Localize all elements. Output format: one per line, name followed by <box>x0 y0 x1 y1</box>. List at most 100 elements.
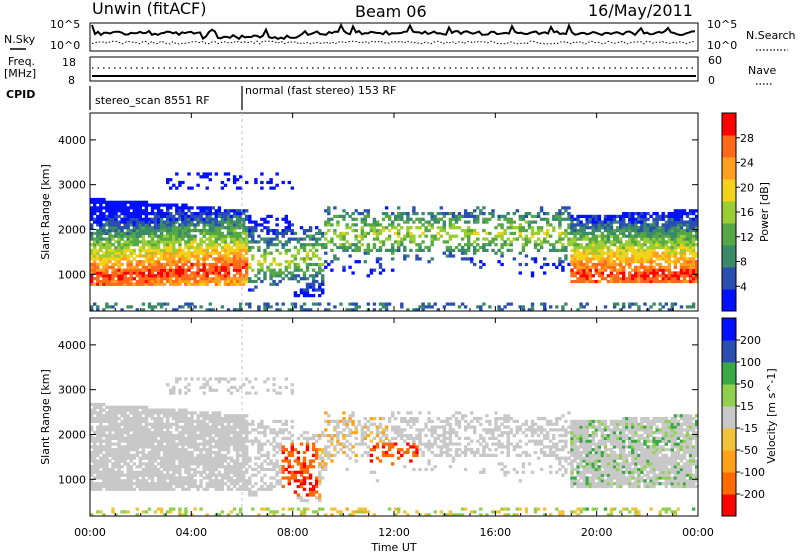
power-echo-cell <box>242 209 246 213</box>
velocity-echo-cell <box>96 453 100 457</box>
velocity-echo-cell <box>187 462 191 466</box>
velocity-echo-cell <box>108 436 112 440</box>
velocity-echo-cell <box>141 453 146 457</box>
velocity-echo-cell <box>153 465 158 469</box>
power-echo-cell <box>169 203 173 207</box>
power-echo-cell <box>217 212 222 216</box>
velocity-echo-cell <box>226 473 231 477</box>
velocity-echo-cell <box>290 445 294 449</box>
power-echo-cell <box>120 234 124 238</box>
power-echo-cell <box>688 260 693 264</box>
velocity-echo-cell <box>260 445 264 449</box>
power-echo-cell <box>643 251 647 255</box>
power-echo-cell <box>631 268 635 272</box>
power-echo-cell <box>637 245 641 250</box>
power-echo-cell <box>597 214 602 218</box>
velocity-echo-cell <box>278 448 282 452</box>
velocity-echo-cell <box>190 428 194 432</box>
power-echo-cell <box>688 231 693 235</box>
power-echo-cell <box>144 251 149 255</box>
power-echo-cell <box>600 277 605 281</box>
velocity-echo-cell <box>287 462 291 466</box>
power-echo-cell <box>673 220 678 224</box>
velocity-echo-cell <box>166 431 170 435</box>
power-echo-cell <box>260 180 264 185</box>
power-echo-cell <box>178 229 182 233</box>
power-echo-cell <box>664 220 668 224</box>
velocity-echo-cell <box>117 482 121 486</box>
power-echo-cell <box>123 209 127 213</box>
velocity-echo-cell <box>196 414 200 418</box>
velocity-echo-cell <box>135 450 139 455</box>
velocity-echo-cell <box>172 479 176 483</box>
power-echo-cell <box>357 240 361 244</box>
power-echo-cell <box>178 282 182 286</box>
velocity-echo-cell <box>229 425 234 429</box>
velocity-echo-cell <box>166 414 170 418</box>
power-echo-cell <box>691 234 696 238</box>
velocity-echo-cell <box>111 453 115 457</box>
power-echo-cell <box>159 268 164 272</box>
power-echo-cell <box>631 279 635 284</box>
power-echo-cell <box>585 277 589 281</box>
power-echo-cell <box>302 260 307 264</box>
power-echo-cell <box>609 240 614 244</box>
power-echo-cell <box>257 245 261 250</box>
velocity-echo-cell <box>223 419 228 423</box>
power-echo-cell <box>120 220 124 224</box>
power-echo-cell <box>296 262 301 267</box>
velocity-echo-cell <box>208 467 212 472</box>
power-echo-cell <box>153 248 158 252</box>
velocity-echo-cell <box>132 405 136 409</box>
power-echo-cell <box>202 265 206 269</box>
velocity-echo-cell <box>239 510 243 514</box>
power-echo-cell <box>664 251 668 255</box>
power-echo-cell <box>105 237 109 241</box>
velocity-echo-cell <box>108 434 112 438</box>
power-echo-cell <box>615 245 620 250</box>
power-echo-cell <box>655 277 659 281</box>
power-echo-cell <box>640 217 644 221</box>
power-echo-cell <box>275 282 279 286</box>
velocity-echo-cell <box>105 459 109 463</box>
power-echo-cell <box>129 254 133 258</box>
power-echo-cell <box>682 254 687 258</box>
velocity-echo-cell <box>266 456 270 460</box>
velocity-echo-cell <box>169 456 173 460</box>
power-echo-cell <box>649 257 653 261</box>
power-echo-cell <box>132 234 136 238</box>
power-echo-cell <box>235 214 240 218</box>
velocity-echo-cell <box>141 479 146 483</box>
power-echo-cell <box>591 279 595 284</box>
velocity-echo-cell <box>181 482 185 486</box>
power-echo-cell <box>156 206 161 210</box>
power-echo-cell <box>123 254 127 258</box>
power-echo-cell <box>667 257 671 261</box>
velocity-echo-cell <box>232 428 237 432</box>
power-echo-cell <box>287 226 291 230</box>
power-echo-cell <box>649 262 653 267</box>
velocity-echo-cell <box>184 385 188 390</box>
power-echo-cell <box>217 271 222 275</box>
power-echo-cell <box>555 265 559 269</box>
power-echo-cell <box>360 226 364 230</box>
power-echo-cell <box>378 229 383 233</box>
power-echo-cell <box>111 248 115 252</box>
velocity-echo-cell <box>184 414 188 418</box>
power-echo-cell <box>102 212 106 216</box>
power-echo-cell <box>156 274 161 278</box>
power-echo-cell <box>691 240 696 244</box>
power-echo-cell <box>375 257 380 261</box>
power-echo-cell <box>679 305 684 309</box>
power-echo-cell <box>533 260 538 264</box>
freq-label: Freq. <box>8 55 35 68</box>
velocity-echo-cell <box>147 467 152 472</box>
power-echo-cell <box>169 223 173 227</box>
velocity-echo-cell <box>211 414 215 418</box>
power-echo-cell <box>141 203 146 207</box>
power-echo-cell <box>126 262 130 267</box>
velocity-echo-cell <box>102 513 106 517</box>
power-echo-cell <box>321 243 325 247</box>
power-echo-cell <box>196 183 200 187</box>
power-echo-cell <box>543 237 547 241</box>
